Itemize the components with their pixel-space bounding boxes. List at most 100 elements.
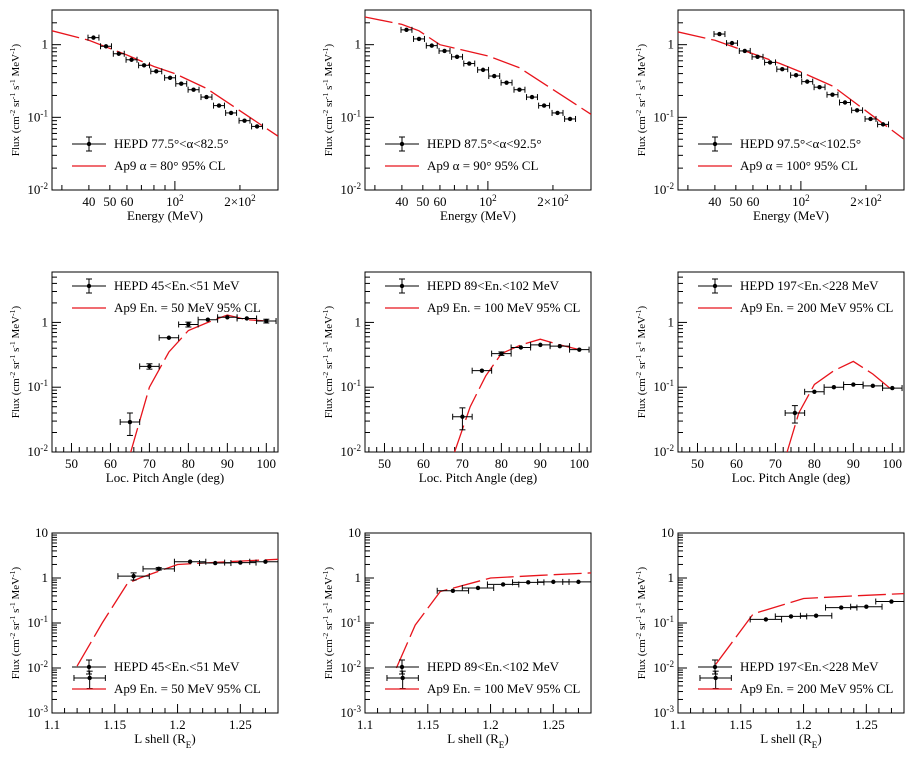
x-tick-label: 1.25 (542, 717, 565, 732)
x-tick-label: 2×102 (537, 193, 569, 209)
data-marker (141, 63, 147, 68)
legend-label-ap9: Ap9 En. = 100 MeV 95% CL (427, 300, 580, 315)
x-tick-label: 60 (730, 456, 743, 471)
y-tick-label: 1 (42, 570, 49, 585)
x-tick-label: 1.15 (729, 717, 752, 732)
data-marker (205, 317, 211, 322)
data-marker (742, 48, 747, 54)
legend-entry-ap9: Ap9 α = 80° 95% CL (72, 158, 225, 173)
ap9-model-curve (395, 572, 591, 669)
legend-label-hepd: HEPD 97.5°<α<102.5° (740, 136, 861, 151)
data-marker (442, 48, 447, 54)
legend-entry-ap9: Ap9 α = 100° 95% CL (698, 158, 858, 173)
ap9-model-curve (76, 558, 278, 667)
y-tick-label: 10-1 (653, 108, 674, 124)
data-marker (216, 103, 222, 108)
data-marker (179, 81, 184, 86)
data-marker (541, 103, 547, 108)
data-point (813, 84, 826, 91)
data-point (882, 385, 903, 392)
data-marker (87, 675, 92, 681)
x-tick-label: 2×102 (224, 193, 256, 209)
legend-label-hepd: HEPD 45<En.<51 MeV (114, 278, 240, 293)
data-marker (557, 343, 563, 349)
data-point (751, 53, 764, 60)
legend-label-ap9: Ap9 En. = 200 MeV 95% CL (740, 681, 893, 696)
legend-label-ap9: Ap9 En. = 100 MeV 95% CL (427, 681, 580, 696)
data-point (436, 587, 470, 594)
legend-label-ap9: Ap9 En. = 50 MeV 95% CL (114, 300, 261, 315)
data-marker (416, 36, 422, 42)
x-tick-label: 100 (570, 456, 590, 471)
x-tick-label: 2×102 (850, 193, 882, 209)
x-tick-label: 50 (378, 456, 391, 471)
x-tick-label: 50 (416, 194, 429, 209)
legend: HEPD 87.5°<α<92.5° Ap9 α = 90° 95% CL (385, 136, 542, 173)
legend-label-ap9: Ap9 En. = 50 MeV 95% CL (114, 681, 261, 696)
x-tick-label: 80 (808, 456, 821, 471)
y-axis-label: Flux (cm-2 sr-1 s-1 MeV-1) (321, 305, 336, 418)
data-marker (480, 67, 486, 73)
y-tick-label: 1 (42, 37, 49, 52)
x-tick-label: 90 (534, 456, 547, 471)
data-marker (187, 559, 193, 564)
data-marker (475, 585, 481, 591)
data-point (825, 604, 858, 611)
legend-label-ap9: Ap9 En. = 200 MeV 95% CL (740, 300, 893, 315)
data-point (823, 384, 845, 391)
data-marker (504, 80, 509, 85)
data-marker (204, 94, 209, 100)
x-axis-label: Energy (MeV) (440, 208, 516, 223)
legend-entry-hepd: HEPD 45<En.<51 MeV (72, 659, 240, 675)
x-axis-label: Energy (MeV) (127, 208, 203, 223)
y-axis-label: Flux (cm-2 sr-1 s-1 MeV-1) (8, 43, 23, 156)
data-point (500, 79, 513, 86)
x-axis-label: L shell (RE) (134, 731, 195, 750)
x-tick-label: 50 (103, 194, 116, 209)
x-axis-label: Loc. Pitch Angle (deg) (419, 470, 537, 485)
data-point (875, 598, 904, 605)
data-marker (228, 110, 234, 116)
x-tick-label: 102 (479, 193, 497, 209)
x-tick-label: 100 (883, 456, 903, 471)
data-point (139, 363, 160, 370)
plot-frame (677, 271, 905, 453)
legend-entry-hepd: HEPD 45<En.<51 MeV (72, 278, 240, 294)
data-point (776, 66, 789, 73)
data-marker (793, 73, 799, 78)
data-point (217, 314, 238, 321)
chart-panel-6: 10-2 10-1 1 50 60 70 80 90 100 Loc. Pitch Angle (… (634, 271, 905, 485)
data-marker (763, 617, 769, 622)
data-marker (717, 31, 722, 37)
data-marker (147, 364, 152, 369)
legend-label-ap9: Ap9 α = 80° 95% CL (114, 158, 225, 173)
data-point (726, 40, 738, 47)
data-marker (500, 582, 506, 587)
data-marker (467, 61, 472, 66)
x-tick-label: 40 (82, 194, 95, 209)
legend-entry-hepd: HEPD 77.5°<α<82.5° (72, 136, 229, 152)
hepd-data-series (784, 381, 903, 424)
data-point (178, 321, 199, 328)
x-tick-label: 60 (417, 456, 430, 471)
legend-marker-dot (712, 283, 718, 289)
x-tick-label: 102 (792, 193, 810, 209)
ap9-model-curve (678, 31, 904, 140)
x-tick-label: 50 (65, 456, 78, 471)
data-point (425, 42, 438, 49)
x-tick-label: 70 (769, 456, 782, 471)
legend: HEPD 45<En.<51 MeV Ap9 En. = 50 MeV 95% C… (72, 659, 261, 696)
hepd-data-series (119, 314, 277, 436)
y-tick-label: 10-1 (340, 108, 361, 124)
x-tick-label: 1.25 (855, 717, 878, 732)
data-marker (429, 43, 434, 48)
data-point (764, 59, 777, 66)
hepd-data-series (699, 598, 904, 690)
x-axis-label: Energy (MeV) (753, 208, 829, 223)
data-marker (839, 605, 844, 610)
legend-entry-ap9: Ap9 En. = 50 MeV 95% CL (72, 681, 261, 696)
x-tick-label: 60 (433, 194, 446, 209)
legend-entry-hepd: HEPD 197<En.<228 MeV (698, 659, 879, 675)
plot-frame (51, 271, 279, 453)
data-marker (264, 318, 269, 324)
